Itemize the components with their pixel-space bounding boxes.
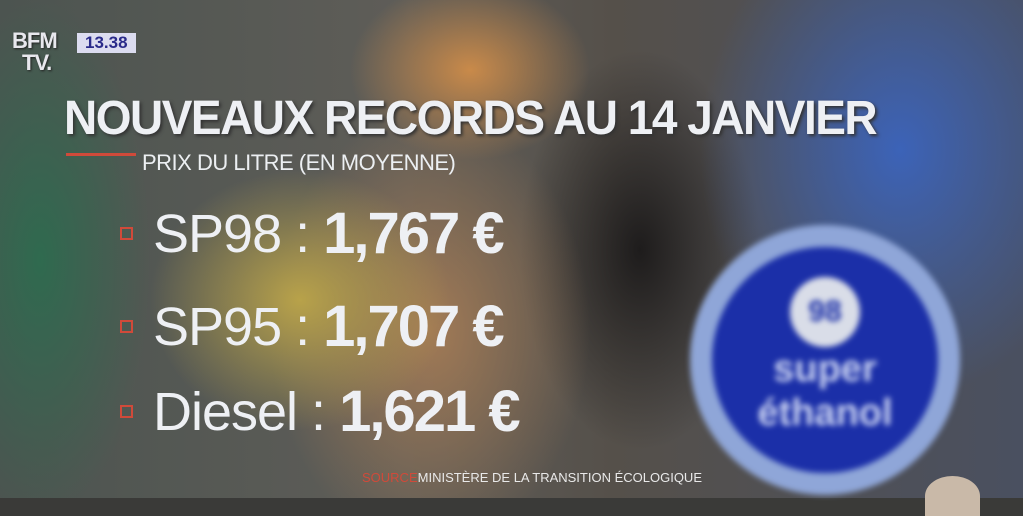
fuel-label: SP95 : — [153, 296, 310, 357]
badge-line1: super — [773, 348, 877, 390]
price-row-sp95: SP95 : 1,707 € — [120, 293, 505, 360]
channel-logo: BFM TV. — [12, 28, 58, 75]
headline: NOUVEAUX RECORDS AU 14 JANVIER — [64, 89, 878, 145]
presenter-head — [925, 476, 980, 516]
clock: 13.38 — [77, 33, 136, 53]
bullet-square-icon — [120, 320, 133, 333]
subtitle: PRIX DU LITRE (EN MOYENNE) — [142, 150, 456, 175]
fuel-label: Diesel : — [153, 381, 326, 442]
price-row-sp98: SP98 : 1,767 € — [120, 200, 505, 267]
fuel-pump-badge: 98 super éthanol — [690, 225, 960, 495]
price-row-diesel: Diesel : 1,621 € — [120, 378, 521, 445]
fuel-price: 1,621 € — [339, 379, 521, 444]
fuel-label: SP98 : — [153, 203, 310, 264]
source-text: MINISTÈRE DE LA TRANSITION ÉCOLOGIQUE — [417, 470, 702, 485]
fuel-price: 1,707 € — [323, 294, 505, 359]
fuel-price: 1,767 € — [323, 201, 505, 266]
source-credit: SOURCEMINISTÈRE DE LA TRANSITION ÉCOLOGI… — [362, 470, 702, 485]
logo-top: BFM — [12, 28, 58, 53]
badge-number: 98 — [790, 277, 860, 347]
source-prefix: SOURCE — [362, 470, 418, 485]
bullet-square-icon — [120, 227, 133, 240]
bullet-square-icon — [120, 405, 133, 418]
badge-line2: éthanol — [757, 392, 893, 434]
logo-bottom: TV. — [22, 50, 52, 75]
accent-line — [66, 153, 136, 156]
